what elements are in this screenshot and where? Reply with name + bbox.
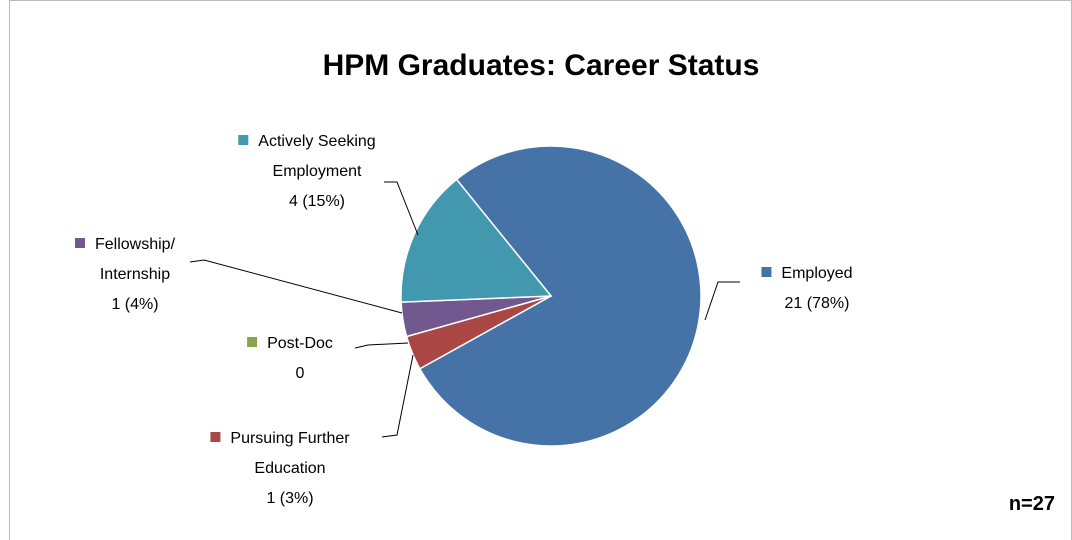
category-label: Post-Doc <box>267 335 333 352</box>
pie-slice <box>400 178 553 303</box>
annotation: n=27 <box>1009 493 1055 515</box>
legend-swatch <box>74 238 85 248</box>
value-label: 1 (4%) <box>111 296 158 313</box>
legend-swatch <box>238 135 249 145</box>
category-label: Actively Seeking Employment <box>258 133 375 180</box>
pie-slice <box>418 145 702 447</box>
leader-line <box>189 259 403 314</box>
value-label: 0 <box>296 365 305 382</box>
value-label: 1 (3%) <box>266 490 313 507</box>
category-label: Employed <box>781 265 852 282</box>
value-label: 21 (78%) <box>785 295 850 312</box>
leader-line <box>384 181 419 236</box>
value-label: 4 (15%) <box>289 193 345 210</box>
legend-swatch <box>761 267 772 277</box>
leader-line <box>354 342 409 349</box>
legend-swatch <box>247 337 258 347</box>
category-label: Fellowship/Internship <box>95 236 176 283</box>
leader-line <box>381 354 414 438</box>
chart-title: HPM Graduates: Career Status <box>323 49 760 82</box>
leader-line <box>704 281 740 321</box>
legend-swatch <box>210 432 221 442</box>
category-label: Pursuing Further Education <box>230 430 350 477</box>
